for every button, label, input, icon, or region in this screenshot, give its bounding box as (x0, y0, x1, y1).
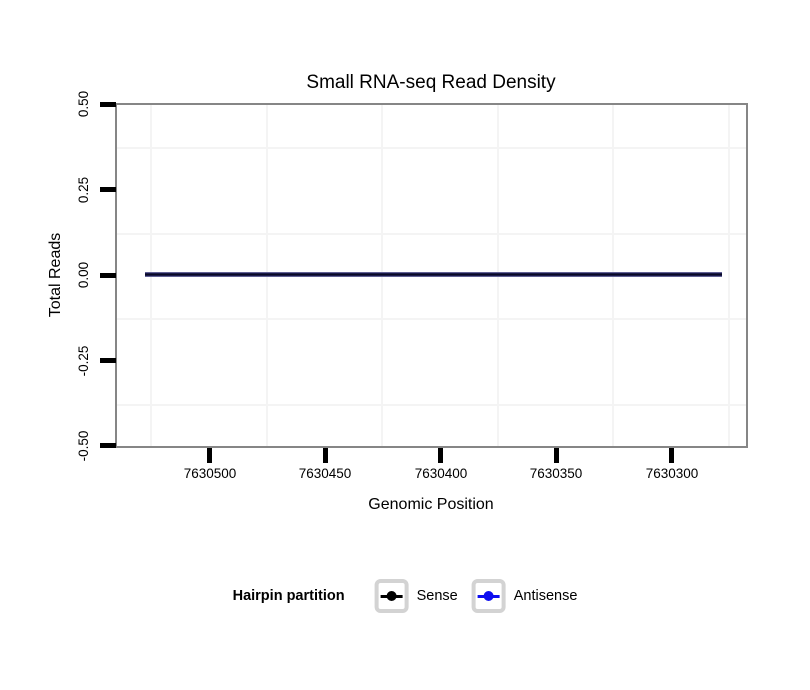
gridline (117, 404, 746, 406)
x-tick-label: 7630450 (298, 466, 352, 481)
legend-label-sense: Sense (416, 588, 458, 604)
y-tick-label: 0.00 (76, 261, 91, 289)
gridline (117, 318, 746, 320)
gridline (117, 233, 746, 235)
x-axis-title: Genomic Position (368, 496, 494, 513)
y-tick-mark (100, 102, 116, 107)
x-tick-label: 7630400 (414, 466, 468, 481)
y-tick-mark (100, 273, 116, 278)
legend-label-antisense: Antisense (513, 588, 578, 604)
legend-item-antisense: Antisense (471, 579, 578, 613)
legend-item-sense: Sense (374, 579, 458, 613)
sense-key-icon (374, 579, 409, 613)
plot-panel (115, 103, 748, 448)
y-axis-title: Total Reads (47, 232, 64, 318)
x-tick-mark (207, 448, 212, 463)
x-tick-mark (438, 448, 443, 463)
x-tick-label: 7630500 (183, 466, 237, 481)
x-tick-mark (554, 448, 559, 463)
x-tick-label: 7630300 (645, 466, 699, 481)
read-density-zero-line (145, 272, 722, 277)
y-tick-label: 0.25 (76, 176, 91, 204)
y-tick-label: -0.25 (76, 345, 91, 377)
x-tick-label: 7630350 (529, 466, 583, 481)
x-tick-mark (323, 448, 328, 463)
y-tick-label: 0.50 (76, 90, 91, 118)
y-tick-mark (100, 358, 116, 363)
gridline (728, 105, 730, 446)
sense-key-dot (386, 591, 397, 601)
legend-title: Hairpin partition (232, 588, 345, 604)
y-tick-label: -0.50 (76, 430, 91, 462)
legend: Hairpin partition Sense Antisense (232, 579, 578, 613)
chart-title: Small RNA-seq Read Density (306, 72, 556, 93)
antisense-key-icon (471, 579, 506, 613)
gridline (117, 147, 746, 149)
x-tick-mark (669, 448, 674, 463)
y-tick-mark (100, 187, 116, 192)
antisense-key-dot (483, 591, 494, 601)
y-tick-mark (100, 443, 116, 448)
